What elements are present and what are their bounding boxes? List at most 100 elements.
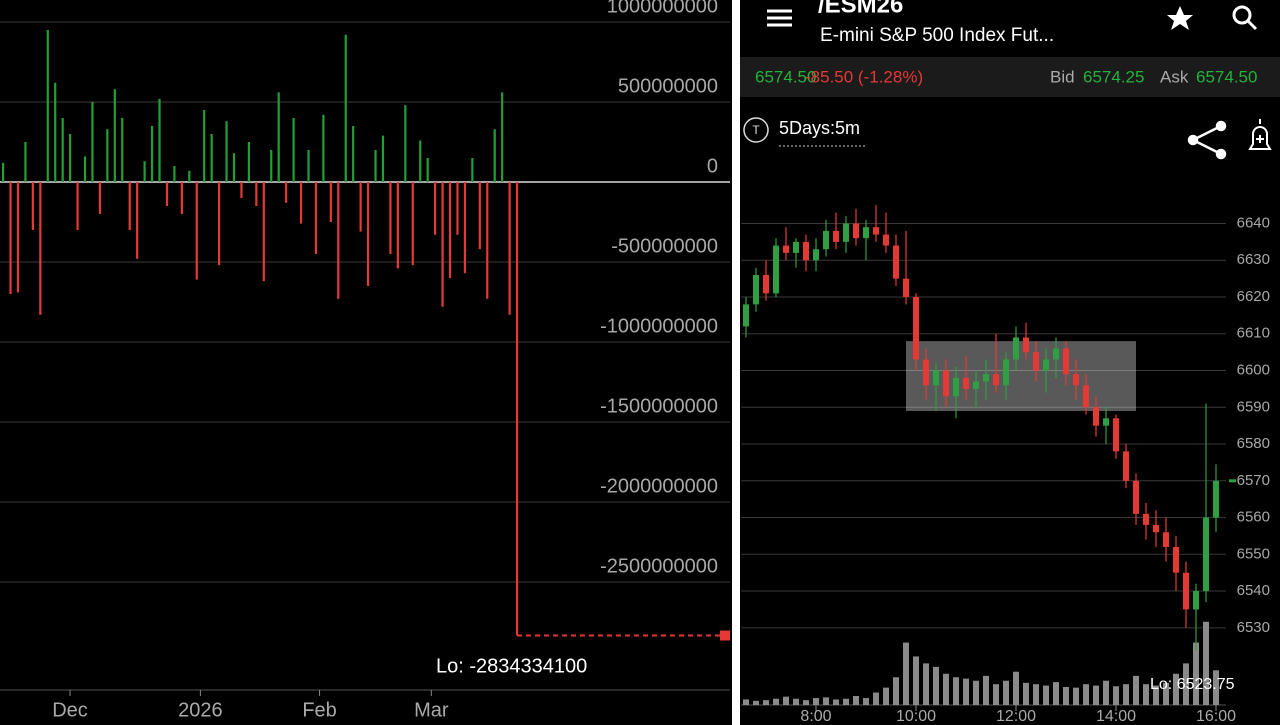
- bar: [69, 134, 72, 182]
- bar: [39, 182, 42, 315]
- bar: [441, 182, 444, 307]
- bar: [285, 182, 288, 203]
- y-tick-label: 0: [707, 155, 718, 177]
- quote-bar: [740, 57, 1280, 97]
- candle-body: [1123, 451, 1129, 481]
- volume-bar: [1053, 682, 1059, 705]
- bar: [31, 182, 34, 230]
- volume-bar: [873, 692, 879, 705]
- period-icon-text: T: [752, 123, 760, 137]
- bar: [232, 153, 236, 182]
- alert-icon[interactable]: [1248, 119, 1272, 150]
- candle-body: [843, 223, 849, 242]
- low-label: Lo: -2834334100: [436, 655, 587, 677]
- search-icon[interactable]: [1232, 5, 1258, 31]
- candle-body: [1163, 532, 1169, 547]
- candle-body: [993, 374, 999, 386]
- bar: [352, 126, 355, 182]
- candle-body: [813, 249, 819, 261]
- candle-body: [1113, 418, 1119, 452]
- volume-bar: [1083, 684, 1089, 705]
- candle-body: [1053, 348, 1059, 360]
- price-change: -85.50 (-1.28%): [805, 67, 923, 86]
- bar: [76, 182, 79, 230]
- y-tick-label: 6610: [1237, 325, 1270, 342]
- menu-icon[interactable]: [767, 9, 792, 27]
- bar: [136, 182, 139, 259]
- candle-body: [823, 230, 829, 250]
- bar: [270, 150, 273, 182]
- bar: [225, 121, 228, 182]
- bar: [173, 166, 176, 182]
- volume-bar: [763, 700, 769, 705]
- volume-bar: [913, 656, 919, 705]
- bar: [255, 182, 258, 206]
- low-label: Lo: 6523.75: [1150, 676, 1235, 693]
- candle-body: [1023, 337, 1029, 353]
- bar: [61, 118, 64, 182]
- y-tick-label: 6550: [1237, 545, 1270, 562]
- bar: [240, 182, 243, 198]
- candle-body: [953, 377, 959, 397]
- y-tick-label: 6590: [1237, 398, 1270, 415]
- bar: [329, 182, 332, 222]
- y-tick-label: -2500000000: [600, 555, 718, 577]
- volume-bar: [1013, 671, 1019, 705]
- bar: [493, 129, 496, 182]
- candle-body: [893, 245, 899, 279]
- volume-bar: [1153, 685, 1159, 705]
- ask-price: 6574.50: [1196, 67, 1257, 86]
- candle-body: [753, 274, 759, 305]
- instrument-name: E-mini S&P 500 Index Fut...: [820, 25, 1054, 46]
- candle-body: [1133, 480, 1139, 514]
- candle-body: [773, 245, 779, 294]
- bid-label: Bid: [1050, 67, 1075, 86]
- y-tick-label: 6530: [1237, 619, 1270, 636]
- candle-body: [793, 241, 799, 253]
- symbol: /ESM26: [818, 0, 903, 18]
- volume-bar: [1033, 684, 1039, 705]
- bar: [98, 182, 102, 214]
- period-icon[interactable]: [743, 117, 769, 143]
- y-tick-label: 6620: [1237, 288, 1270, 305]
- y-tick-label: 6600: [1237, 361, 1270, 378]
- x-tick-label: Dec: [52, 699, 88, 721]
- period[interactable]: 5Days:5m: [779, 118, 860, 138]
- volume-bar: [1193, 642, 1199, 705]
- y-tick-label: -500000000: [611, 235, 718, 257]
- share-icon[interactable]: [1187, 120, 1227, 160]
- y-tick-label: 500000000: [618, 75, 718, 97]
- low-marker: [720, 630, 730, 641]
- volume-bar: [853, 695, 859, 705]
- bar: [113, 89, 116, 182]
- bar: [486, 182, 489, 299]
- bar: [247, 142, 250, 182]
- candle-body: [913, 297, 919, 360]
- bar: [203, 110, 206, 182]
- volume-bar: [1063, 686, 1069, 705]
- candle-body: [1173, 546, 1179, 573]
- bar: [344, 34, 347, 182]
- bar: [508, 182, 511, 315]
- y-tick-label: 6560: [1237, 509, 1270, 526]
- bar: [143, 161, 146, 182]
- x-tick-label: 12:00: [996, 708, 1036, 725]
- bar: [24, 142, 27, 182]
- range-box: [906, 341, 1136, 411]
- volume-bar: [1003, 680, 1009, 705]
- y-tick-label: -2000000000: [600, 475, 718, 497]
- watchlist-icon[interactable]: [1167, 6, 1193, 30]
- y-tick-label: 6540: [1237, 582, 1270, 599]
- candle-body: [1143, 513, 1149, 525]
- volume-bar: [1143, 684, 1149, 705]
- candle-body: [963, 377, 969, 389]
- bar: [463, 182, 467, 274]
- volume-bar: [1113, 686, 1119, 705]
- volume-bar: [993, 684, 999, 705]
- bar: [262, 182, 265, 282]
- ask-label: Ask: [1160, 67, 1189, 86]
- bar: [396, 182, 399, 269]
- candle-body: [933, 370, 939, 386]
- volume-bar: [1093, 685, 1099, 705]
- volume-bar: [843, 698, 849, 705]
